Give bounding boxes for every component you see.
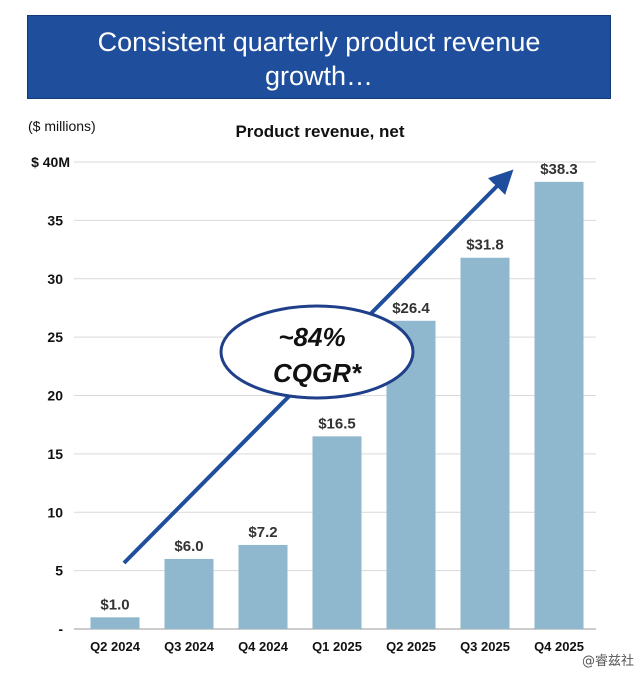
x-tick-label: Q3 2025 — [460, 639, 510, 654]
bar-data-label: $38.3 — [540, 161, 578, 178]
bar-data-label: $7.2 — [248, 524, 277, 541]
bar — [164, 558, 214, 629]
y-axis-units-label: ($ millions) — [28, 118, 96, 134]
bar — [238, 544, 288, 629]
cqgr-percent-label: ~84% — [278, 322, 345, 352]
slide-title-banner: Consistent quarterly product revenue gro… — [27, 15, 611, 99]
slide-title-line2: growth… — [264, 61, 374, 91]
y-tick-label: 20 — [47, 388, 63, 404]
x-tick-label: Q1 2025 — [312, 639, 362, 654]
bar-data-label: $1.0 — [100, 596, 129, 613]
bar — [90, 617, 140, 629]
cqgr-label: CQGR* — [273, 358, 363, 388]
bar — [312, 436, 362, 629]
y-tick-label: 30 — [47, 271, 63, 287]
y-tick-label: $ 40M — [31, 154, 70, 170]
y-tick-label: - — [58, 621, 63, 637]
x-tick-label: Q2 2024 — [90, 639, 141, 654]
y-tick-label: 5 — [55, 563, 63, 579]
bar-data-label: $16.5 — [318, 415, 356, 432]
x-tick-label: Q4 2025 — [534, 639, 584, 654]
y-tick-label: 10 — [47, 504, 63, 520]
watermark-text: @睿兹社 — [581, 654, 634, 669]
bar — [460, 257, 510, 629]
bar-data-label: $26.4 — [392, 300, 430, 317]
cqgr-annotation-ellipse — [219, 304, 415, 400]
chart-title: Product revenue, net — [235, 122, 405, 141]
bar — [534, 181, 584, 629]
y-tick-label: 25 — [47, 329, 63, 345]
y-tick-label: 15 — [47, 446, 63, 462]
y-tick-label: 35 — [47, 212, 63, 228]
bar-data-label: $6.0 — [174, 538, 203, 555]
x-tick-label: Q2 2025 — [386, 639, 436, 654]
bar-data-label: $31.8 — [466, 237, 504, 254]
slide-title-line1: Consistent quarterly product revenue — [97, 27, 541, 57]
x-tick-label: Q4 2024 — [238, 639, 289, 654]
x-tick-label: Q3 2024 — [164, 639, 215, 654]
